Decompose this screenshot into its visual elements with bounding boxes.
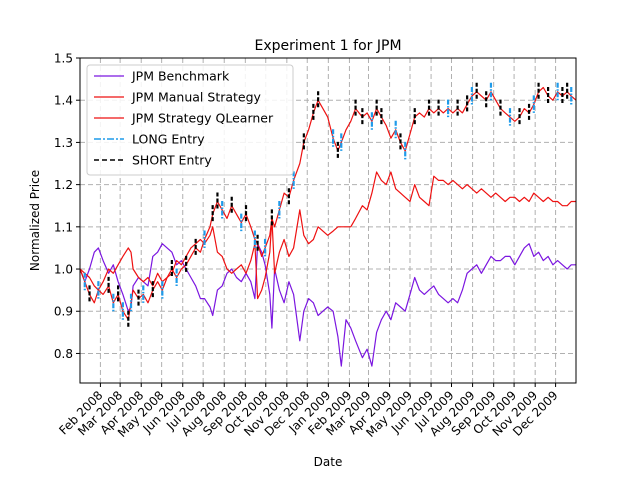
y-tick-label: 1.2: [54, 178, 73, 192]
series-line-benchmark: [80, 243, 576, 367]
series-line-manual-strategy: [80, 171, 576, 300]
y-tick-label: 1.4: [54, 94, 73, 108]
legend-box: [86, 64, 294, 176]
chart-title: Experiment 1 for JPM: [254, 38, 401, 54]
legend-label-benchmark: JPM Benchmark: [131, 69, 230, 84]
y-axis-ticks: 0.8 0.9 1.0 1.1 1.2 1.3 1.4 1.5: [54, 52, 80, 361]
legend-label-long: LONG Entry: [132, 132, 205, 147]
y-tick-label: 1.1: [54, 220, 73, 234]
legend: JPM Benchmark JPM Manual Strategy JPM St…: [86, 64, 294, 176]
entry-markers: [83, 82, 573, 329]
legend-label-manual: JPM Manual Strategy: [131, 90, 262, 105]
y-axis-label: Normalized Price: [28, 170, 42, 271]
y-tick-label: 0.9: [54, 305, 73, 319]
y-tick-label: 1.5: [54, 52, 73, 66]
y-tick-label: 1.0: [54, 263, 73, 277]
x-axis-label: Date: [314, 455, 343, 469]
y-tick-label: 1.3: [54, 136, 73, 150]
legend-label-qlearner: JPM Strategy QLearner: [131, 111, 274, 126]
y-tick-label: 0.8: [54, 347, 73, 361]
legend-label-short: SHORT Entry: [132, 153, 212, 168]
